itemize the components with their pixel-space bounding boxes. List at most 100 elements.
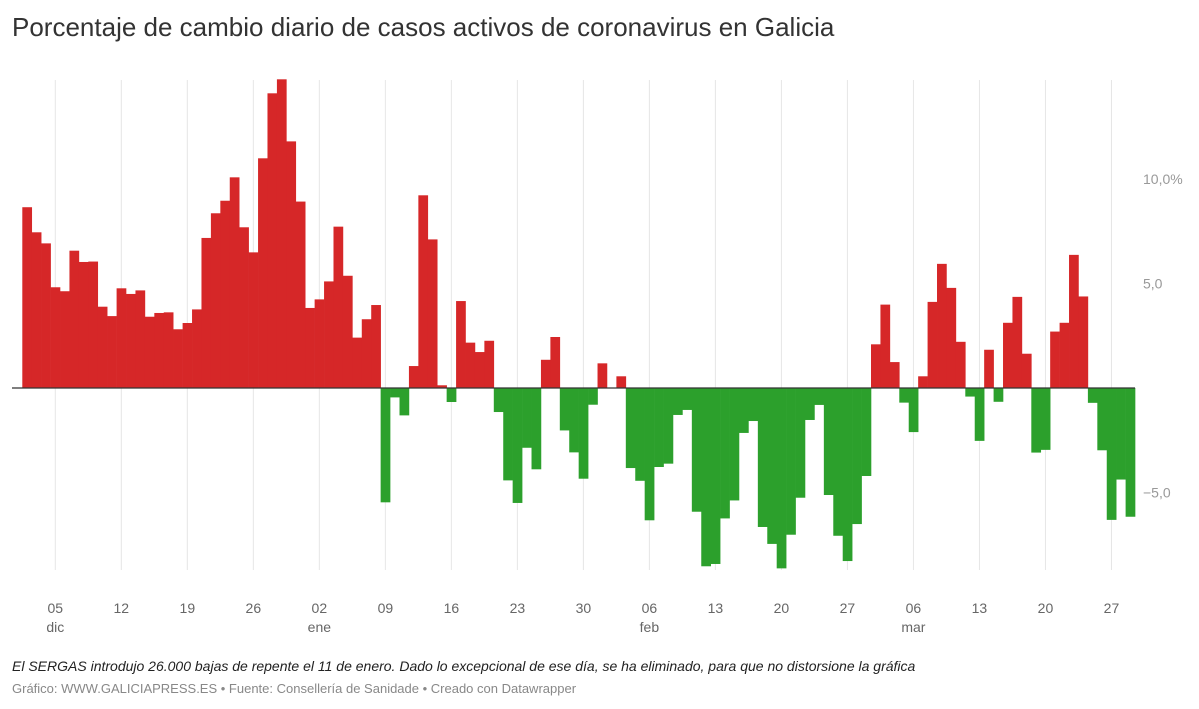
bar — [588, 388, 598, 405]
x-tick-label: 20 — [1038, 600, 1054, 616]
chart-title: Porcentaje de cambio diario de casos act… — [12, 12, 835, 42]
bar — [899, 388, 910, 403]
bar — [286, 141, 297, 388]
bar — [126, 293, 136, 388]
bars — [22, 79, 1136, 569]
bar — [97, 306, 108, 388]
bar — [644, 388, 655, 521]
bar — [663, 388, 674, 464]
bar — [871, 344, 881, 388]
bar — [1040, 388, 1051, 450]
bar — [946, 287, 957, 388]
bar — [1078, 296, 1089, 388]
bar — [569, 388, 579, 453]
bar — [333, 226, 344, 388]
bar — [984, 349, 994, 388]
bar — [550, 337, 561, 388]
x-axis-ticks: 05 dic 12 19 26 02 ene 09 16 23 30 06 feb 13 20 27 06 mar… — [46, 600, 1119, 635]
bar — [795, 388, 806, 498]
x-tick-label: 12 — [114, 600, 130, 616]
bar — [993, 388, 1004, 402]
bar — [182, 323, 193, 388]
bar — [276, 79, 287, 388]
x-tick-label: 13 — [708, 600, 724, 616]
footnote: El SERGAS introdujo 26.000 bajas de repe… — [12, 658, 916, 674]
bar — [154, 312, 165, 388]
bar — [201, 237, 212, 388]
bar — [371, 305, 381, 388]
x-tick-label: 06 — [906, 600, 922, 616]
x-tick-label: 26 — [246, 600, 262, 616]
bar — [295, 201, 306, 388]
bar — [503, 388, 513, 481]
bar — [522, 388, 532, 448]
y-tick-label: 5,0 — [1143, 276, 1163, 292]
x-tick-label: 06 — [642, 600, 658, 616]
bar — [427, 239, 438, 388]
bar — [22, 207, 33, 388]
bar — [456, 301, 466, 388]
bar — [1031, 388, 1042, 453]
bar — [842, 388, 853, 562]
bar — [635, 388, 645, 481]
bar — [654, 388, 664, 468]
bar — [691, 388, 702, 512]
bar — [88, 261, 99, 388]
bar — [776, 388, 787, 569]
bar — [116, 288, 127, 388]
bar — [955, 341, 966, 388]
source-credit: Gráfico: WWW.GALICIAPRESS.ES • Fuente: C… — [12, 681, 577, 696]
x-tick-month-label: ene — [308, 619, 332, 635]
bar — [720, 388, 730, 519]
bar — [597, 363, 608, 388]
bar — [1116, 388, 1126, 480]
bar — [559, 388, 570, 431]
bar — [1106, 388, 1117, 520]
bar — [324, 281, 334, 388]
x-tick-month-label: feb — [640, 619, 660, 635]
bar — [786, 388, 796, 535]
bar — [1059, 322, 1070, 388]
bar — [682, 388, 693, 410]
bar — [974, 388, 985, 441]
bar — [804, 388, 815, 420]
bar — [1003, 322, 1013, 388]
bar — [540, 359, 551, 388]
bar — [625, 388, 636, 469]
bar — [927, 301, 938, 388]
bar — [861, 388, 872, 476]
x-tick-label: 27 — [1104, 600, 1120, 616]
bar — [352, 337, 363, 388]
x-tick-label: 20 — [774, 600, 790, 616]
bar — [248, 252, 259, 388]
bar — [729, 388, 740, 501]
x-tick-label: 30 — [576, 600, 592, 616]
bar — [380, 388, 391, 503]
x-tick-month-label: dic — [46, 619, 64, 635]
bar — [390, 388, 400, 398]
bar — [220, 200, 231, 388]
bar — [210, 213, 221, 388]
bar — [672, 388, 683, 415]
bar — [41, 243, 51, 388]
x-tick-label: 13 — [972, 600, 988, 616]
bar — [814, 388, 825, 405]
bar — [578, 388, 589, 479]
bar — [493, 388, 504, 413]
bar — [31, 232, 42, 388]
bar — [305, 307, 315, 388]
bar — [710, 388, 721, 564]
bar — [69, 250, 80, 388]
x-tick-label: 19 — [180, 600, 196, 616]
bar — [701, 388, 711, 567]
bar — [767, 388, 777, 544]
x-tick-month-label: mar — [901, 619, 925, 635]
bar — [512, 388, 523, 503]
bar — [1050, 331, 1060, 388]
bar — [918, 376, 928, 388]
bar — [258, 158, 268, 388]
bar — [267, 93, 278, 388]
bar — [437, 385, 447, 388]
bar — [965, 388, 976, 397]
